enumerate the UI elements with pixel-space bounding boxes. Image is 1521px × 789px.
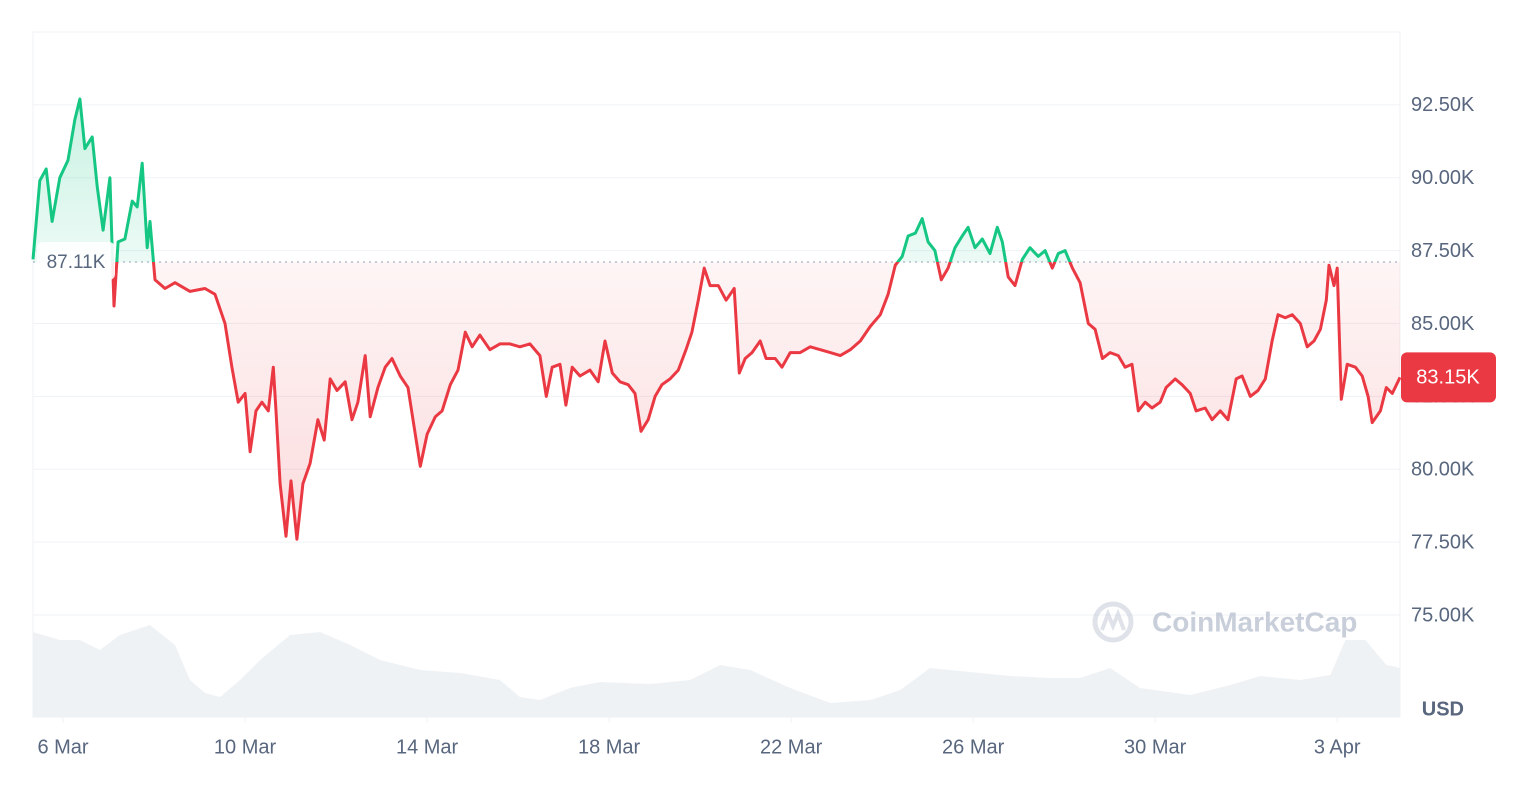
x-tick-label: 10 Mar (214, 736, 277, 758)
watermark-logo (1092, 601, 1134, 643)
x-tick-label: 30 Mar (1124, 736, 1187, 758)
x-tick-label: 14 Mar (396, 736, 459, 758)
volume-area (33, 625, 1400, 717)
y-tick-label: 92.50K (1411, 94, 1475, 116)
watermark: CoinMarketCap (1152, 606, 1357, 637)
y-tick-label: 80.00K (1411, 459, 1475, 481)
x-tick-label: 22 Mar (760, 736, 823, 758)
x-tick-label: 6 Mar (37, 736, 88, 758)
price-line (31, 97, 1402, 541)
baseline-label: 87.11K (47, 252, 106, 273)
baseline-label-box (37, 241, 115, 280)
x-tick-label: 26 Mar (942, 736, 1005, 758)
y-tick-label: 90.00K (1411, 167, 1475, 189)
y-tick-label: 75.00K (1411, 604, 1475, 626)
y-tick-label: 77.50K (1411, 531, 1475, 553)
current-price-box (1401, 352, 1496, 403)
x-tick-label: 3 Apr (1314, 736, 1361, 758)
y-unit: USD (1422, 698, 1464, 720)
price-area (33, 99, 1400, 540)
x-tick-label: 18 Mar (578, 736, 641, 758)
y-tick-label: 85.00K (1411, 313, 1475, 335)
y-tick-label: 87.50K (1411, 240, 1475, 262)
current-price-label: 83.15K (1416, 367, 1480, 389)
